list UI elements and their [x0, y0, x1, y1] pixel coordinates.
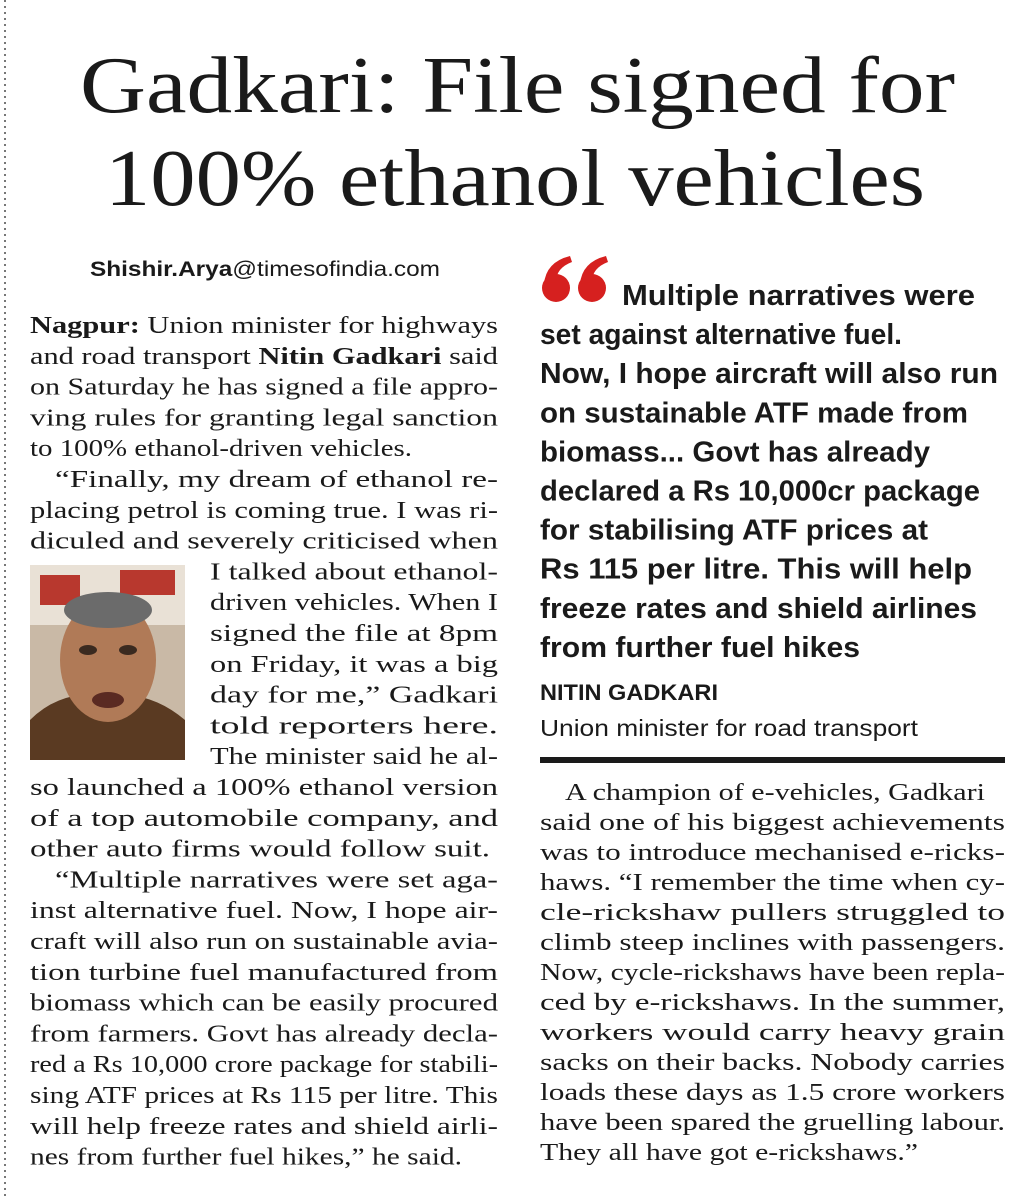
body-line: driven vehicles. When I	[210, 590, 498, 616]
body-line: tion turbine fuel manufactured from	[30, 960, 498, 986]
quote-line: freeze rates and shield airlines	[540, 593, 977, 625]
body-line: Now, cycle-rickshaws have been repla-	[540, 960, 1005, 986]
body-line: was to introduce mechanised e-ricks-	[540, 840, 1005, 866]
body-line: nes from further fuel hikes,” he said.	[30, 1145, 462, 1171]
body-line: diculed and severely criticised when	[30, 529, 498, 555]
text-run: @timesofindia.com	[232, 258, 440, 281]
text-run: said	[441, 344, 498, 370]
quote-name: NITIN GADKARI	[540, 680, 718, 705]
quote-line: from further fuel hikes	[540, 632, 860, 664]
quote-line: declared a Rs 10,000cr package	[540, 476, 980, 508]
body-line: and road transport Nitin Gadkari said	[30, 344, 498, 370]
quote-line: Now, I hope aircraft will also run	[540, 358, 998, 390]
body-line: to 100% ethanol-driven vehicles.	[30, 436, 412, 462]
text-run: Union minister for highways	[140, 313, 498, 339]
text-run: and road transport	[30, 344, 258, 370]
body-line: haws. “I remember the time when cy-	[540, 870, 1005, 896]
body-line: day for me,” Gadkari	[210, 683, 498, 709]
body-line: The minister said he al-	[210, 744, 498, 770]
body-line: placing petrol is coming true. I was ri-	[30, 498, 498, 524]
body-line: They all have got e-rickshaws.”	[540, 1140, 918, 1166]
body-line: workers would carry heavy grain	[540, 1020, 1005, 1046]
body-line: on Friday, it was a big	[210, 652, 498, 678]
body-line: climb steep inclines with passengers.	[540, 930, 1005, 956]
text-run: Shishir.Arya	[90, 258, 233, 281]
body-line: signed the file at 8pm	[210, 621, 498, 647]
body-line: ving rules for granting legal sanction	[30, 405, 498, 431]
body-line: craft will also run on sustainable avia-	[30, 929, 498, 955]
quote-line: for stabilising ATF prices at	[540, 515, 928, 547]
quote-role: Union minister for road transport	[540, 715, 919, 741]
quote-rule	[540, 757, 1005, 763]
body-line: ced by e-rickshaws. In the summer,	[540, 990, 1005, 1016]
body-line: biomass which can be easily procured	[30, 991, 498, 1017]
body-line: of a top automobile company, and	[30, 806, 498, 832]
quote-line: set against alternative fuel.	[540, 319, 902, 351]
body-line: red a Rs 10,000 crore package for stabil…	[30, 1052, 498, 1078]
body-line: said one of his biggest achievements	[540, 810, 1005, 836]
body-line: sing ATF prices at Rs 115 per litre. Thi…	[30, 1083, 498, 1109]
headline: 100% ethanol vehicles	[105, 135, 925, 223]
body-line: told reporters here.	[210, 713, 498, 739]
body-line: so launched a 100% ethanol version	[30, 775, 498, 801]
byline: Shishir.Arya @timesofindia.com	[90, 258, 440, 281]
photo	[30, 565, 185, 760]
body-line: cle-rickshaw pullers struggled to	[540, 900, 1005, 926]
body-line: “Multiple narratives were set aga-	[55, 867, 498, 893]
body-line: loads these days as 1.5 crore workers	[540, 1080, 1005, 1106]
quote-line: Multiple narratives were	[622, 280, 975, 312]
body-line: Nagpur: Union minister for highways	[30, 313, 498, 339]
quote-line: biomass... Govt has already	[540, 436, 930, 468]
quote-line: on sustainable ATF made from	[540, 397, 968, 429]
body-line: other auto firms would follow suit.	[30, 837, 490, 863]
body-line: from farmers. Govt has already decla-	[30, 1021, 498, 1047]
body-line: sacks on their backs. Nobody carries	[540, 1050, 1005, 1076]
text-run: Nagpur:	[30, 313, 140, 339]
body-line: A champion of e-vehicles, Gadkari	[565, 780, 985, 806]
body-line: inst alternative fuel. Now, I hope air-	[30, 898, 498, 924]
text-run: Nitin Gadkari	[258, 344, 441, 370]
quote-line: Rs 115 per litre. This will help	[540, 554, 972, 586]
quote-mark	[542, 256, 608, 302]
body-line: will help freeze rates and shield airli-	[30, 1114, 498, 1140]
body-line: have been spared the gruelling labour.	[540, 1110, 1005, 1136]
body-line: “Finally, my dream of ethanol re-	[55, 467, 498, 493]
headline: Gadkari: File signed for	[80, 42, 955, 130]
body-line: I talked about ethanol-	[210, 559, 498, 585]
body-line: on Saturday he has signed a file appro-	[30, 375, 498, 401]
